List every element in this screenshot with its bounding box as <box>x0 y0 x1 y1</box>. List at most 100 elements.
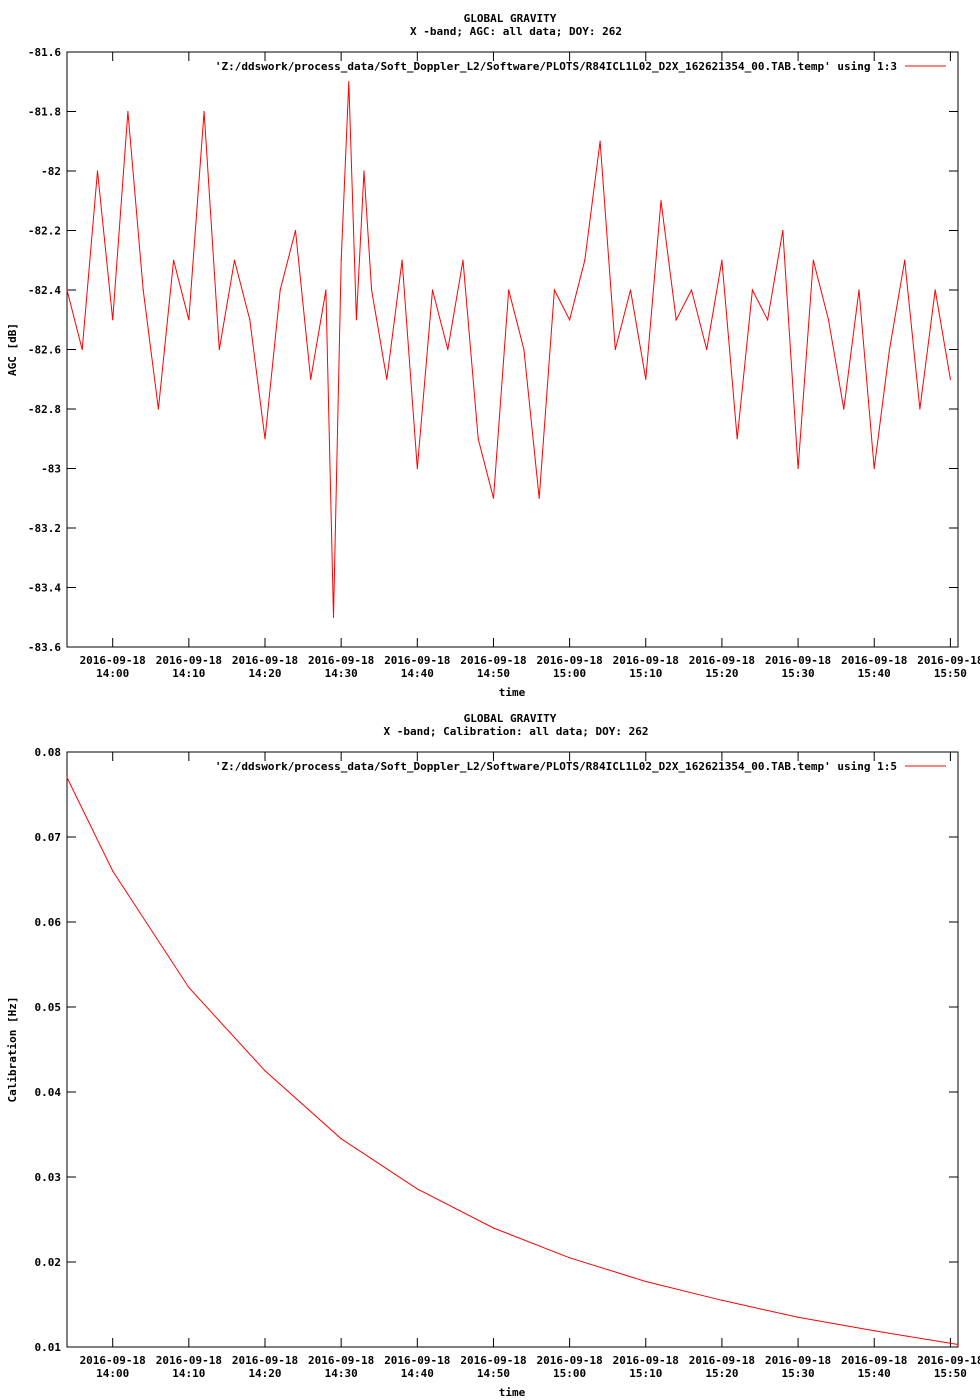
x-tick-time-label: 15:10 <box>629 1367 662 1380</box>
data-point <box>949 378 951 380</box>
y-tick-label: -81.6 <box>28 46 61 59</box>
y-tick-label: -83 <box>41 463 61 476</box>
data-point <box>66 776 68 779</box>
data-point <box>904 259 906 261</box>
y-tick-label: -82.8 <box>28 403 61 416</box>
series-line <box>66 81 951 618</box>
y-tick-label: -83.6 <box>28 641 61 654</box>
data-point <box>66 289 68 291</box>
y-tick-label: -81.8 <box>28 106 61 119</box>
x-tick-time-label: 15:10 <box>629 667 662 680</box>
data-point <box>957 1343 959 1346</box>
x-tick-date-label: 2016-09-18 <box>917 1354 980 1367</box>
x-tick-time-label: 14:10 <box>172 667 205 680</box>
data-point <box>188 319 190 321</box>
data-point <box>721 1299 723 1301</box>
y-tick-label: 0.03 <box>35 1171 62 1184</box>
data-point <box>888 348 891 351</box>
data-point <box>797 1316 799 1318</box>
x-tick-date-label: 2016-09-18 <box>765 1354 831 1367</box>
data-point <box>112 319 114 321</box>
x-tick-time-label: 14:50 <box>477 667 510 680</box>
data-point <box>371 289 373 291</box>
chart-title: GLOBAL GRAVITY <box>464 12 557 25</box>
x-tick-date-label: 2016-09-18 <box>765 654 831 667</box>
data-point <box>629 289 632 291</box>
x-tick-date-label: 2016-09-18 <box>232 1354 298 1367</box>
data-point <box>325 289 327 291</box>
x-tick-time-label: 15:00 <box>553 667 586 680</box>
x-tick-date-label: 2016-09-18 <box>384 654 450 667</box>
data-point <box>812 259 814 261</box>
y-tick-label: -82.4 <box>28 284 61 297</box>
data-point <box>233 259 236 261</box>
data-point <box>751 289 753 291</box>
data-point <box>675 319 677 321</box>
data-point <box>462 259 464 261</box>
data-point <box>264 438 266 440</box>
data-point <box>127 110 129 113</box>
x-tick-date-label: 2016-09-18 <box>917 654 980 667</box>
data-point <box>614 348 616 351</box>
y-axis-label: AGC [dB] <box>6 323 19 376</box>
data-point <box>294 229 297 232</box>
x-tick-date-label: 2016-09-18 <box>536 654 602 667</box>
data-point <box>218 348 220 351</box>
data-point <box>112 870 114 872</box>
data-point <box>447 348 449 351</box>
data-point <box>340 259 342 261</box>
x-tick-date-label: 2016-09-18 <box>308 1354 374 1367</box>
data-point <box>401 259 403 261</box>
chart-subtitle: X -band; Calibration: all data; DOY: 262 <box>384 725 649 738</box>
data-point <box>416 1188 418 1190</box>
data-point <box>538 497 540 499</box>
x-tick-time-label: 14:20 <box>248 1367 281 1380</box>
y-tick-label: 0.06 <box>35 916 62 929</box>
x-tick-time-label: 15:50 <box>934 667 967 680</box>
data-point <box>721 259 723 261</box>
x-tick-time-label: 15:20 <box>705 667 738 680</box>
data-point <box>508 289 510 291</box>
data-point <box>645 1280 647 1283</box>
data-point <box>264 1070 266 1072</box>
x-tick-date-label: 2016-09-18 <box>156 1354 222 1367</box>
data-point <box>477 438 479 440</box>
x-tick-time-label: 14:00 <box>96 1367 129 1380</box>
legend-label: 'Z:/ddswork/process_data/Soft_Doppler_L2… <box>215 760 897 773</box>
data-point <box>843 408 845 410</box>
x-tick-time-label: 14:40 <box>401 1367 434 1380</box>
x-tick-time-label: 14:10 <box>172 1367 205 1380</box>
data-point <box>523 348 525 351</box>
x-tick-time-label: 15:00 <box>553 1367 586 1380</box>
x-tick-time-label: 15:20 <box>705 1367 738 1380</box>
x-tick-date-label: 2016-09-18 <box>80 654 146 667</box>
data-point <box>645 378 647 380</box>
y-tick-label: 0.02 <box>35 1256 62 1269</box>
data-point <box>96 170 99 172</box>
data-point <box>416 467 418 470</box>
x-tick-date-label: 2016-09-18 <box>80 1354 146 1367</box>
data-point <box>355 319 357 321</box>
data-point <box>706 348 708 351</box>
x-tick-time-label: 15:30 <box>782 1367 815 1380</box>
data-point <box>873 467 875 470</box>
data-point <box>188 986 190 989</box>
x-tick-date-label: 2016-09-18 <box>308 654 374 667</box>
series-line <box>66 777 959 1345</box>
y-tick-label: -82.2 <box>28 225 61 238</box>
data-point <box>569 1257 571 1259</box>
data-point <box>767 319 769 321</box>
data-point <box>553 289 555 291</box>
data-point <box>690 289 693 291</box>
data-point <box>173 259 175 261</box>
x-tick-date-label: 2016-09-18 <box>613 1354 679 1367</box>
chart-subtitle: X -band; AGC: all data; DOY: 262 <box>410 25 622 38</box>
x-tick-time-label: 14:30 <box>325 1367 358 1380</box>
y-tick-label: 0.05 <box>35 1001 62 1014</box>
data-point <box>858 289 860 291</box>
y-axis-label: Calibration [Hz] <box>6 997 19 1103</box>
data-point <box>386 378 388 380</box>
legend-label: 'Z:/ddswork/process_data/Soft_Doppler_L2… <box>215 60 897 73</box>
